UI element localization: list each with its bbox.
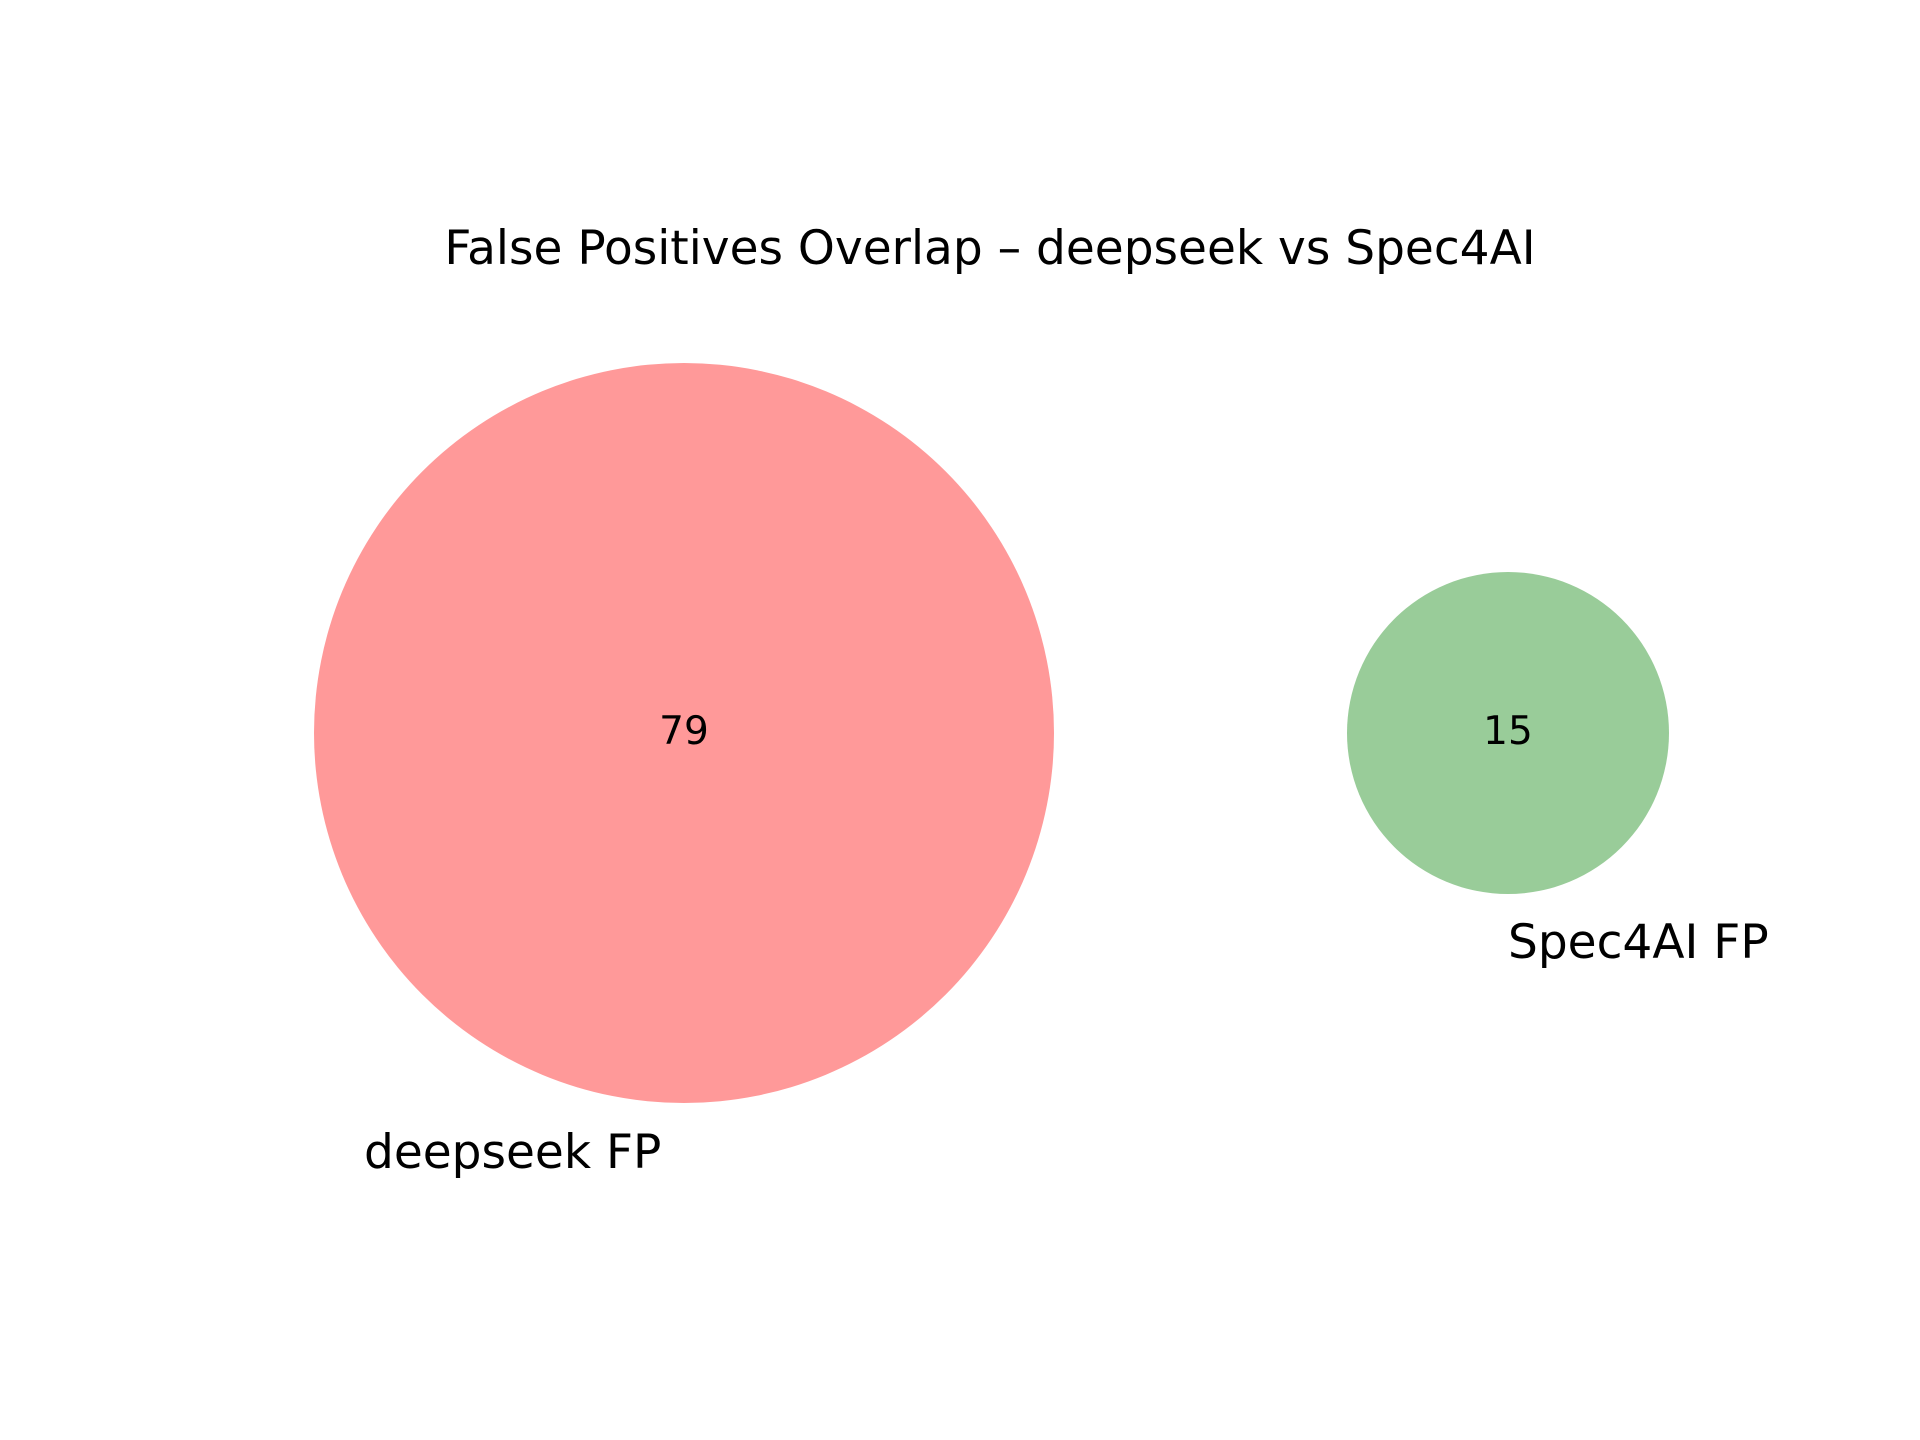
set-label-deepseek: deepseek FP bbox=[364, 1125, 661, 1180]
set-label-spec4ai: Spec4AI FP bbox=[1508, 915, 1769, 970]
venn-count-deepseek: 79 bbox=[659, 709, 709, 754]
venn-circle-spec4ai bbox=[1347, 572, 1669, 894]
venn-circle-deepseek bbox=[314, 363, 1054, 1103]
chart-title: False Positives Overlap – deepseek vs Sp… bbox=[444, 221, 1535, 276]
venn-count-spec4ai: 15 bbox=[1483, 709, 1533, 754]
